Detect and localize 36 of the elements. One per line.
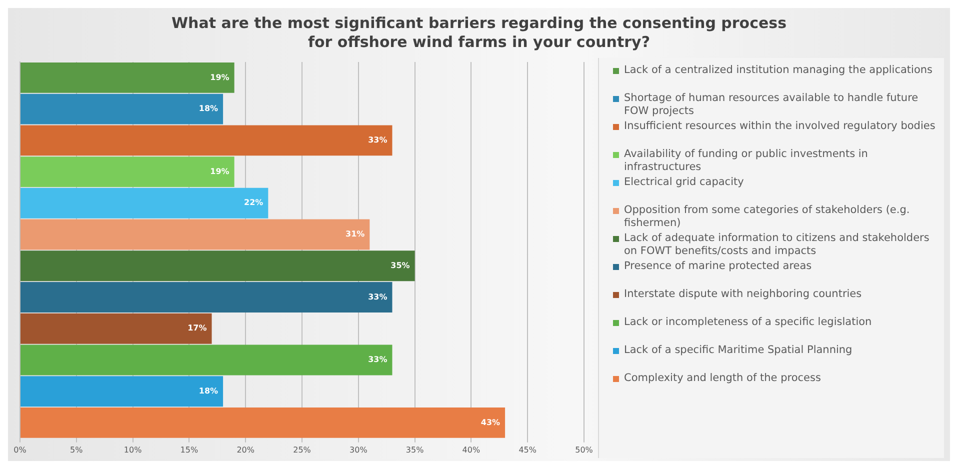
legend-label: Lack or incompleteness of a specific legislation — [624, 316, 872, 329]
x-tick-label: 0% — [14, 445, 27, 454]
legend-label: Lack of adequate information to citizens and stakeholders on FOWT benefits/costs and impacts — [624, 232, 930, 258]
data-label: 33% — [368, 135, 388, 144]
x-tick-label: 15% — [180, 445, 198, 454]
chart-title: What are the most significant barriers regarding the consenting process for offshore wind farms in your country? — [170, 13, 788, 53]
x-tick-label: 20% — [236, 445, 255, 454]
legend-label: Insufficient resources within the involved regulatory bodies — [624, 120, 936, 133]
legend-label: Interstate dispute with neighboring countries — [624, 288, 862, 301]
data-label: 33% — [368, 355, 388, 364]
x-tick-label: 10% — [124, 445, 142, 454]
data-label: 31% — [346, 230, 365, 239]
x-tick-label: 35% — [406, 445, 424, 454]
legend-label: Opposition from some categories of stakeholders (e.g. fishermen) — [624, 204, 911, 230]
data-label: 18% — [198, 104, 218, 114]
data-label: 22% — [244, 198, 264, 208]
x-tick-label: 30% — [350, 445, 368, 454]
x-tick-label: 5% — [70, 445, 84, 454]
legend-label: Lack of a centralized institution managing the applications — [624, 64, 933, 77]
data-label: 33% — [368, 292, 388, 302]
data-label: 35% — [390, 260, 410, 270]
legend-label: Electrical grid capacity — [624, 176, 744, 189]
x-tick-label: 50% — [575, 445, 594, 454]
legend-label: Complexity and length of the process — [624, 372, 821, 385]
data-label: 19% — [210, 72, 230, 82]
data-label: 19% — [210, 166, 230, 176]
legend-label: Availability of funding or public investments in infrastructures — [624, 148, 869, 174]
data-label: 43% — [480, 418, 500, 427]
data-label: 18% — [198, 386, 218, 396]
legend-label: Shortage of human resources available to handle future FOW projects — [624, 92, 920, 118]
data-label: 17% — [188, 324, 207, 333]
legend-label: Presence of marine protected areas — [624, 260, 812, 273]
x-tick-label: 25% — [293, 445, 312, 454]
legend-label: Lack of a specific Maritime Spatial Planning — [624, 344, 852, 357]
x-tick-label: 45% — [518, 445, 537, 454]
x-tick-label: 40% — [462, 445, 480, 454]
